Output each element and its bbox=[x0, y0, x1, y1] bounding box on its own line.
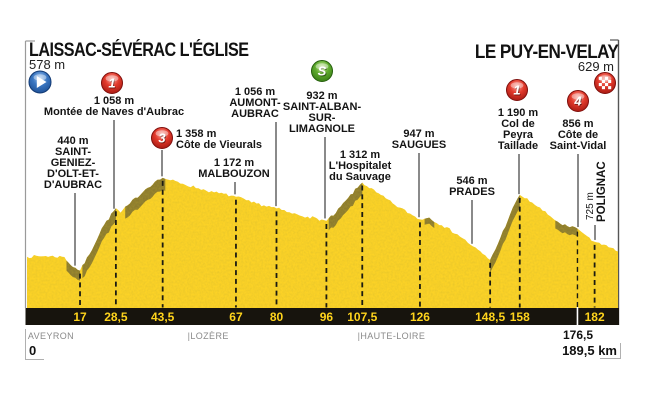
finish-icon bbox=[594, 72, 616, 94]
distance-tick-label: 126 bbox=[410, 310, 430, 324]
climb-label: Côte de bbox=[558, 129, 598, 141]
town-label: GENIEZ- bbox=[51, 157, 96, 169]
category-4-climb-icon: 44 bbox=[567, 90, 589, 112]
climb-label: Peyra bbox=[503, 129, 534, 141]
department-label: |HAUTE-LOIRE bbox=[357, 331, 426, 341]
axis-total-distance-label: 189,5 km bbox=[562, 343, 617, 358]
distance-tick-label: 107,5 bbox=[347, 310, 377, 324]
department-label: |LOZÈRE bbox=[187, 331, 229, 341]
axis-start-km-label: 0 bbox=[29, 343, 37, 358]
axis-corner-bracket-right bbox=[600, 343, 621, 359]
distance-tick-label: 158 bbox=[510, 310, 530, 324]
distance-tick-label: 96 bbox=[320, 310, 334, 324]
category-3-climb-icon: 33 bbox=[151, 127, 173, 149]
elevation-label: 1 056 m bbox=[235, 86, 276, 98]
start-icon bbox=[28, 70, 52, 94]
elevation-label: 1 358 m bbox=[176, 128, 217, 140]
distance-tick-label: 17 bbox=[73, 310, 87, 324]
finish-town-title: LE PUY-EN-VELAY bbox=[474, 42, 619, 63]
town-label: AUMONT- bbox=[229, 97, 281, 109]
start-town-title: LAISSAC-SÉVÉRAC L'ÉGLISE bbox=[29, 40, 249, 61]
sprint-label: SUR- bbox=[309, 112, 336, 124]
distance-tick-label: 148,5 bbox=[475, 310, 505, 324]
department-label: AVEYRON bbox=[27, 331, 75, 341]
finish-elevation-label: 629 m bbox=[577, 59, 614, 74]
elevation-label: 947 m bbox=[403, 128, 434, 140]
town-label: SAUGUES bbox=[392, 139, 446, 151]
elevation-label: 546 m bbox=[456, 175, 487, 187]
elevation-label: 932 m bbox=[306, 90, 337, 102]
town-label: POLIGNAC bbox=[596, 161, 608, 222]
town-label: D'OLT-ET- bbox=[47, 168, 99, 180]
svg-text:4: 4 bbox=[573, 94, 582, 109]
profile-texture bbox=[27, 177, 618, 308]
town-label: PRADES bbox=[449, 186, 495, 198]
climb-label: Saint-Vidal bbox=[550, 140, 607, 152]
svg-text:1: 1 bbox=[513, 83, 520, 98]
svg-text:1: 1 bbox=[514, 83, 521, 98]
svg-text:4: 4 bbox=[574, 94, 583, 109]
axis-corner-bracket-left bbox=[25, 329, 44, 360]
elevation-label: 856 m bbox=[562, 118, 593, 130]
svg-text:1: 1 bbox=[108, 76, 115, 91]
svg-text:3: 3 bbox=[158, 131, 166, 146]
svg-text:1: 1 bbox=[109, 76, 116, 91]
distance-tick-label: 43,5 bbox=[151, 310, 175, 324]
svg-text:S: S bbox=[318, 64, 327, 79]
elevation-label: 1 172 m bbox=[214, 157, 255, 169]
town-label: D'AUBRAC bbox=[44, 179, 102, 191]
town-label: AUBRAC bbox=[231, 108, 279, 120]
town-label: L'Hospitalet bbox=[329, 160, 392, 172]
elevation-label: 1 312 m bbox=[340, 149, 381, 161]
svg-text:3: 3 bbox=[159, 131, 167, 146]
climb-label: Col de bbox=[501, 118, 535, 130]
climb-label: Taillade bbox=[498, 140, 538, 152]
distance-tick-label: 28,5 bbox=[104, 310, 128, 324]
elevation-label: 1 058 m bbox=[94, 95, 135, 107]
category-1-climb-icon: 11 bbox=[101, 72, 123, 94]
elevation-label: 725 m bbox=[585, 192, 596, 220]
distance-tick-label: 182 bbox=[585, 310, 605, 324]
distance-tick-label: 67 bbox=[229, 310, 243, 324]
svg-text:S: S bbox=[318, 64, 327, 79]
elevation-label: 1 190 m bbox=[498, 107, 539, 119]
category-1-climb-icon: 11 bbox=[506, 79, 528, 101]
climb-label: Montée de Naves d'Aubrac bbox=[44, 106, 184, 118]
town-label: SAINT- bbox=[55, 146, 91, 158]
distance-tick-label: 80 bbox=[270, 310, 284, 324]
start-elevation-label: 578 m bbox=[29, 57, 66, 72]
climb-label: Côte de Vieurals bbox=[176, 139, 262, 151]
town-label: MALBOUZON bbox=[198, 168, 270, 180]
axis-subtick-km-label: 176,5 bbox=[562, 328, 594, 342]
town-label: du Sauvage bbox=[329, 171, 391, 183]
elevation-label: 440 m bbox=[57, 135, 88, 147]
distance-bar bbox=[25, 308, 619, 325]
sprint-label: LIMAGNOLE bbox=[289, 123, 355, 135]
sprint-label: SAINT-ALBAN- bbox=[283, 101, 362, 113]
sprint-icon: SS bbox=[311, 60, 333, 82]
